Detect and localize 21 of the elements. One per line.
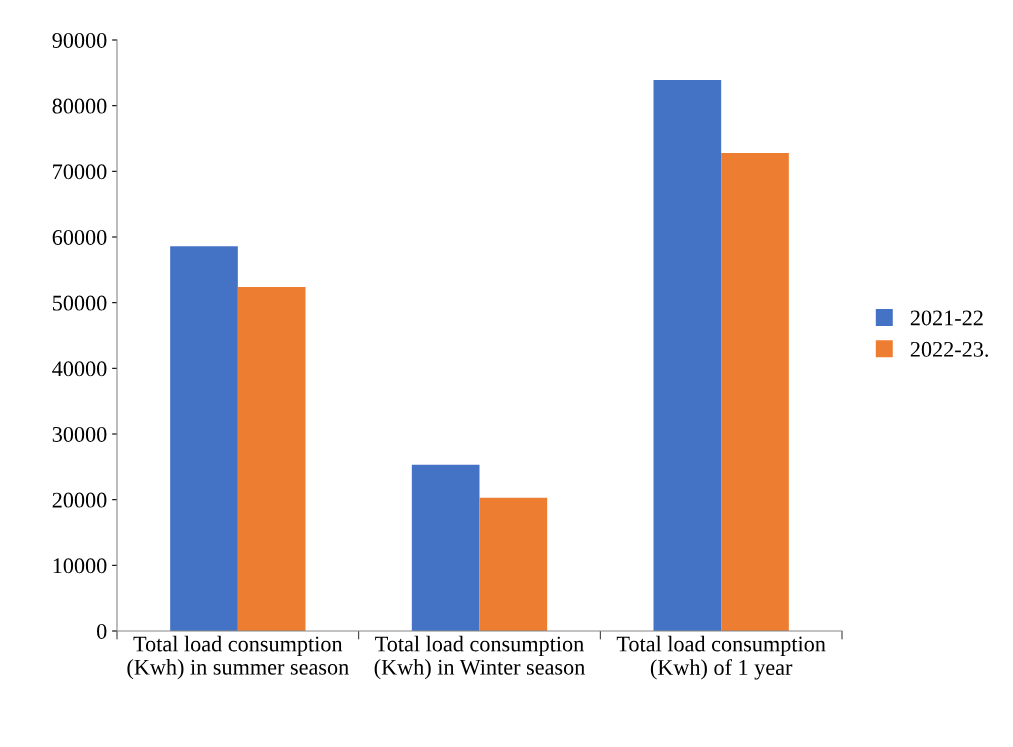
y-tick-label: 80000 — [52, 98, 107, 114]
legend-label: 2021-22 — [910, 310, 983, 326]
y-tick-label: 70000 — [53, 164, 107, 180]
bar — [653, 80, 722, 631]
x-tick-label: Total load consumption (Kwh) in Winter season — [374, 635, 585, 680]
bar — [411, 464, 480, 631]
bar — [170, 246, 238, 631]
y-tick-label: 20000 — [52, 492, 107, 508]
legend-label: 2022-23. — [910, 341, 988, 357]
bar — [237, 286, 306, 631]
y-tick-label: 50000 — [53, 295, 107, 311]
x-tick-label: Total load consumption (Kwh) of 1 year — [616, 635, 826, 680]
y-tick-label: 40000 — [52, 361, 107, 377]
y-tick-label: 0 — [97, 623, 107, 639]
bar — [721, 152, 789, 631]
y-tick-label: 60000 — [52, 229, 107, 245]
y-tick-label: 30000 — [52, 426, 107, 442]
y-tick-label: 90000 — [52, 32, 107, 48]
bar — [479, 497, 548, 631]
y-tick-label: 10000 — [53, 558, 107, 574]
x-tick-label: Total load consumption (Kwh) in summer season — [127, 635, 349, 680]
